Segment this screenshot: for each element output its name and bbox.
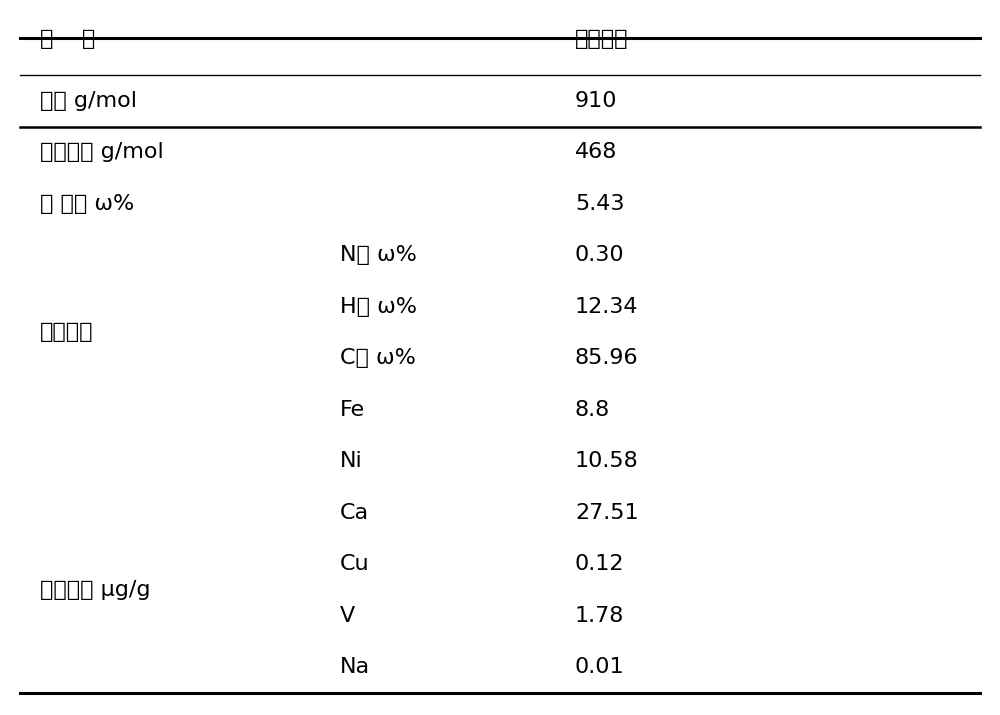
Text: 元素分析: 元素分析 (40, 322, 94, 342)
Text: 残 炭， ω%: 残 炭， ω% (40, 194, 134, 214)
Text: V: V (340, 606, 355, 626)
Text: 5.43: 5.43 (575, 194, 624, 214)
Text: 27.51: 27.51 (575, 503, 639, 523)
Text: 重金属， μg/g: 重金属， μg/g (40, 580, 150, 600)
Text: Na: Na (340, 657, 370, 677)
Text: Ca: Ca (340, 503, 369, 523)
Text: 85.96: 85.96 (575, 348, 639, 368)
Text: C， ω%: C， ω% (340, 348, 416, 368)
Text: 10.58: 10.58 (575, 451, 639, 471)
Text: N， ω%: N， ω% (340, 245, 417, 265)
Text: Ni: Ni (340, 451, 363, 471)
Text: H， ω%: H， ω% (340, 297, 417, 317)
Text: Fe: Fe (340, 400, 365, 420)
Text: 12.34: 12.34 (575, 297, 639, 317)
Text: 8.8: 8.8 (575, 400, 610, 420)
Text: 分子量， g/mol: 分子量， g/mol (40, 142, 164, 162)
Text: 0.01: 0.01 (575, 657, 625, 677)
Text: 项    目: 项 目 (40, 29, 95, 49)
Text: 0.12: 0.12 (575, 554, 624, 574)
Text: Cu: Cu (340, 554, 370, 574)
Text: 催化原料: 催化原料 (575, 29, 629, 49)
Text: 1.78: 1.78 (575, 606, 624, 626)
Text: 468: 468 (575, 142, 617, 162)
Text: 910: 910 (575, 91, 618, 111)
Text: 0.30: 0.30 (575, 245, 625, 265)
Text: 密度 g/mol: 密度 g/mol (40, 91, 137, 111)
